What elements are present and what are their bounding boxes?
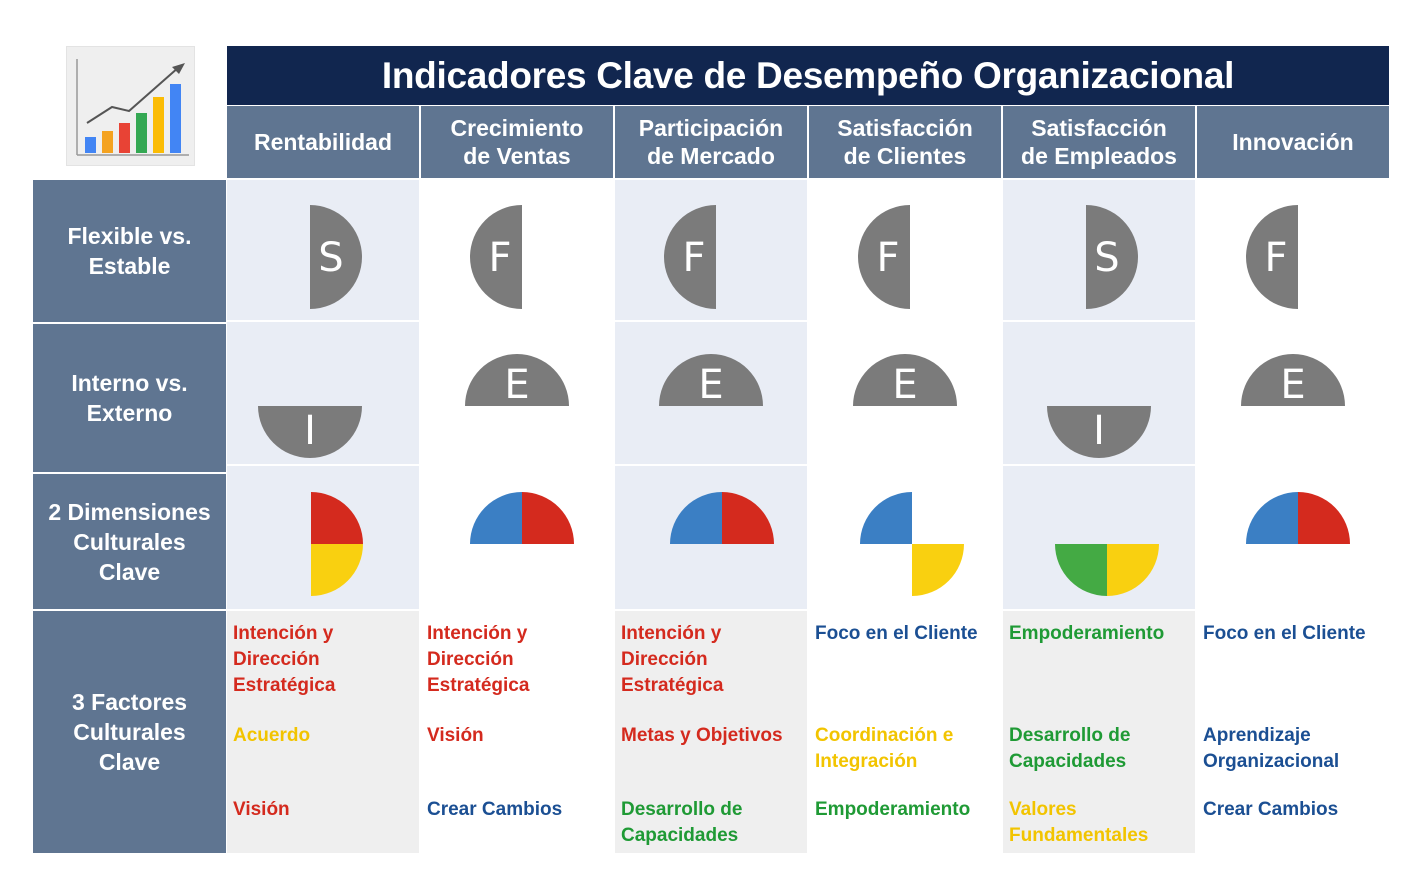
half-circle-icon: F (1246, 205, 1298, 309)
half-circle-icon: E (465, 354, 569, 408)
culture-factor-text: Aprendizaje Organizacional (1203, 725, 1340, 772)
flexible-stable-label: F (682, 235, 705, 281)
row-header-factores: 3 Factores Culturales Clave (33, 611, 226, 853)
culture-quadrant-icon (1246, 492, 1350, 544)
row-header-interno: Interno vs. Externo (33, 324, 226, 472)
column-header-satisfaccion-empleados: Satisfacción de Empleados (1003, 106, 1195, 178)
flexible-stable-label: F (488, 235, 511, 281)
flexible-stable-label: S (1094, 235, 1119, 281)
column-header-innovacion: Innovación (1197, 106, 1389, 178)
flexible-cell-participacion-mercado: F (615, 180, 807, 320)
quadrant-top-left (860, 492, 912, 544)
half-circle-icon: F (664, 205, 716, 309)
interno-cell-innovacion: E (1197, 322, 1389, 464)
culture-factor-text: Acuerdo (233, 725, 311, 746)
half-circle-icon: E (1241, 354, 1345, 408)
culture-factor-text: Metas y Objetivos (621, 725, 783, 746)
culture-factor-text: Visión (233, 799, 290, 820)
interno-cell-participacion-mercado: E (615, 322, 807, 464)
flexible-cell-satisfaccion-clientes: F (809, 180, 1001, 320)
culture-quadrant-icon (311, 492, 363, 596)
logo (66, 46, 195, 166)
quadrant-top-right (722, 492, 774, 544)
half-circle-icon: I (1047, 406, 1151, 458)
flexible-cell-rentabilidad: S (227, 180, 419, 320)
quadrant-bottom-right (1107, 544, 1159, 596)
internal-external-label: E (1280, 362, 1305, 408)
culture-factor-text: Intención y Dirección Estratégica (621, 623, 724, 696)
dimensiones-cell-crecimiento-ventas (421, 466, 613, 609)
dimensiones-cell-participacion-mercado (615, 466, 807, 609)
half-circle-icon: F (858, 205, 910, 309)
quadrant-bottom-right (311, 544, 363, 596)
factores-cell-participacion-mercado: Intención y Dirección Estratégica Metas y… (615, 611, 807, 853)
culture-factor-text: Coordinación e Integración (815, 725, 954, 772)
dimensiones-cell-rentabilidad (227, 466, 419, 609)
row-header-flexible: Flexible vs. Estable (33, 180, 226, 322)
internal-external-label: I (304, 408, 316, 454)
quadrant-top-right (1298, 492, 1350, 544)
culture-factor-text: Foco en el Cliente (1203, 623, 1366, 644)
internal-external-label: E (504, 362, 529, 408)
quadrant-top-left (1246, 492, 1298, 544)
factores-cell-innovacion: Foco en el Cliente Aprendizaje Organizaci… (1197, 611, 1389, 853)
half-circle-icon: F (470, 205, 522, 309)
interno-cell-satisfaccion-empleados: I (1003, 322, 1195, 464)
culture-quadrant-icon (860, 492, 964, 596)
interno-cell-rentabilidad: I (227, 322, 419, 464)
internal-external-label: E (698, 362, 723, 408)
interno-cell-satisfaccion-clientes: E (809, 322, 1001, 464)
quadrant-top-left (470, 492, 522, 544)
flexible-cell-crecimiento-ventas: F (421, 180, 613, 320)
quadrant-bottom-left (1055, 544, 1107, 596)
flexible-stable-label: F (876, 235, 899, 281)
half-circle-icon: I (258, 406, 362, 458)
factores-cell-crecimiento-ventas: Intención y Dirección Estratégica Visión C… (421, 611, 613, 853)
bar-chart-growth-icon (76, 59, 189, 156)
dimensiones-cell-satisfaccion-clientes (809, 466, 1001, 609)
flexible-stable-label: S (318, 235, 343, 281)
column-header-satisfaccion-clientes: Satisfacción de Clientes (809, 106, 1001, 178)
culture-quadrant-icon (1055, 544, 1159, 596)
half-circle-icon: S (1086, 205, 1138, 309)
row-header-dimensiones: 2 Dimensiones Culturales Clave (33, 474, 226, 609)
culture-factor-text: Valores Fundamentales (1009, 799, 1149, 846)
factores-cell-satisfaccion-clientes: Foco en el Cliente Coordinación e Integra… (809, 611, 1001, 853)
culture-quadrant-icon (670, 492, 774, 544)
page-title: Indicadores Clave de Desempeño Organizac… (227, 46, 1389, 105)
culture-factor-text: Intención y Dirección Estratégica (427, 623, 530, 696)
flexible-stable-label: F (1264, 235, 1287, 281)
culture-quadrant-icon (470, 492, 574, 544)
quadrant-top-right (522, 492, 574, 544)
column-header-crecimiento-ventas: Crecimiento de Ventas (421, 106, 613, 178)
interno-cell-crecimiento-ventas: E (421, 322, 613, 464)
column-header-participacion-mercado: Participación de Mercado (615, 106, 807, 178)
half-circle-icon: E (853, 354, 957, 408)
internal-external-label: E (892, 362, 917, 408)
culture-factor-text: Empoderamiento (815, 799, 971, 820)
dimensiones-cell-satisfaccion-empleados (1003, 466, 1195, 609)
culture-factor-text: Desarrollo de Capacidades (621, 799, 743, 846)
factores-cell-satisfaccion-empleados: Empoderamiento Desarrollo de Capacidades V… (1003, 611, 1195, 853)
culture-factor-text: Desarrollo de Capacidades (1009, 725, 1131, 772)
culture-factor-text: Crear Cambios (1203, 799, 1339, 820)
factores-cell-rentabilidad: Intención y Dirección Estratégica Acuerdo… (227, 611, 419, 853)
culture-factor-text: Intención y Dirección Estratégica (233, 623, 336, 696)
culture-factor-text: Foco en el Cliente (815, 623, 978, 644)
quadrant-top-left (670, 492, 722, 544)
dimensiones-cell-innovacion (1197, 466, 1389, 609)
column-header-rentabilidad: Rentabilidad (227, 106, 419, 178)
half-circle-icon: E (659, 354, 763, 408)
culture-factor-text: Crear Cambios (427, 799, 563, 820)
culture-factor-text: Empoderamiento (1009, 623, 1165, 644)
flexible-cell-innovacion: F (1197, 180, 1389, 320)
half-circle-icon: S (310, 205, 362, 309)
quadrant-top-right (311, 492, 363, 544)
quadrant-bottom-right (912, 544, 964, 596)
flexible-cell-satisfaccion-empleados: S (1003, 180, 1195, 320)
culture-factor-text: Visión (427, 725, 484, 746)
internal-external-label: I (1093, 408, 1105, 454)
